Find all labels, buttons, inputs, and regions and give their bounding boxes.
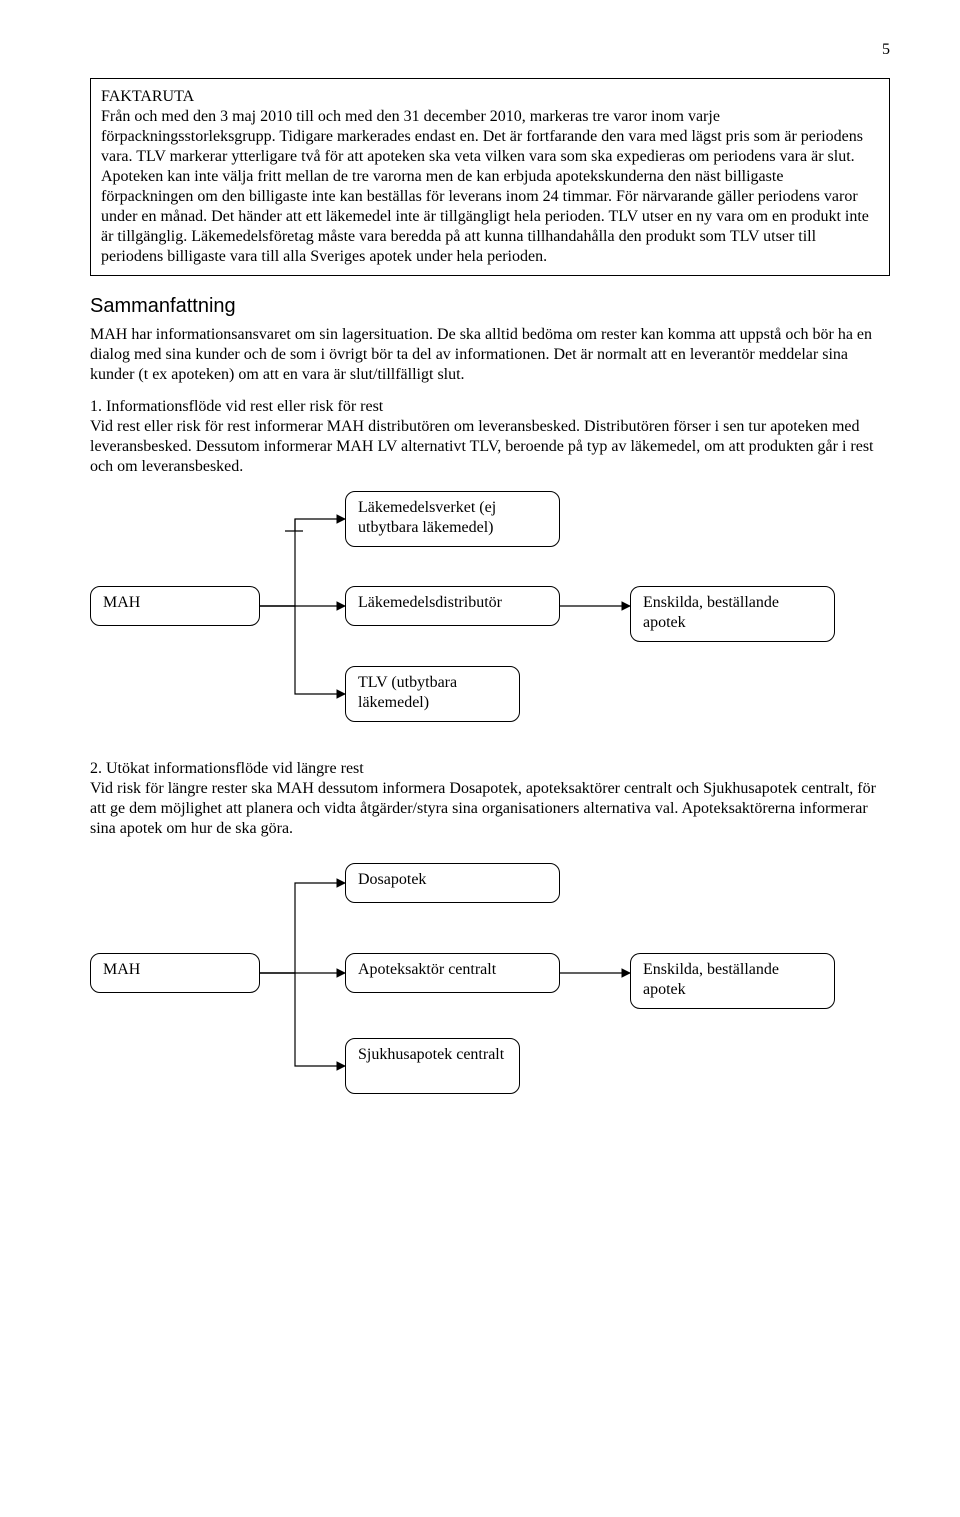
- summary-p1: MAH har informationsansvaret om sin lage…: [90, 325, 890, 385]
- section1-body: Vid rest eller risk för rest informerar …: [90, 418, 874, 475]
- node-lmv: Läkemedelsverket (ej utbytbara läkemedel…: [345, 491, 560, 547]
- section2-title: 2. Utökat informationsflöde vid längre r…: [90, 760, 364, 777]
- node-sjuk: Sjukhusapotek centralt: [345, 1038, 520, 1094]
- node-akt: Apoteksaktör centralt: [345, 953, 560, 993]
- section1-title: 1. Informationsflöde vid rest eller risk…: [90, 398, 383, 415]
- faktaruta-box: FAKTARUTA Från och med den 3 maj 2010 ti…: [90, 78, 890, 276]
- node-tlv: TLV (utbytbara läkemedel): [345, 666, 520, 722]
- summary-heading: Sammanfattning: [90, 294, 890, 319]
- diagram-1: MAH Läkemedelsverket (ej utbytbara läkeme…: [90, 491, 890, 751]
- section2-paragraph: 2. Utökat informationsflöde vid längre r…: [90, 759, 890, 839]
- node-dist: Läkemedelsdistributör: [345, 586, 560, 626]
- section1-paragraph: 1. Informationsflöde vid rest eller risk…: [90, 397, 890, 477]
- node-mah: MAH: [90, 586, 260, 626]
- section2-body: Vid risk för längre rester ska MAH dessu…: [90, 780, 876, 837]
- page-number: 5: [90, 40, 890, 60]
- node-apo: Enskilda, beställande apotek: [630, 953, 835, 1009]
- node-apo: Enskilda, beställande apotek: [630, 586, 835, 642]
- faktaruta-body: Från och med den 3 maj 2010 till och med…: [101, 107, 879, 267]
- node-mah: MAH: [90, 953, 260, 993]
- diagram-2: MAH Dosapotek Apoteksaktör centralt Sjukhus…: [90, 853, 890, 1123]
- node-dos: Dosapotek: [345, 863, 560, 903]
- faktaruta-title: FAKTARUTA: [101, 87, 879, 107]
